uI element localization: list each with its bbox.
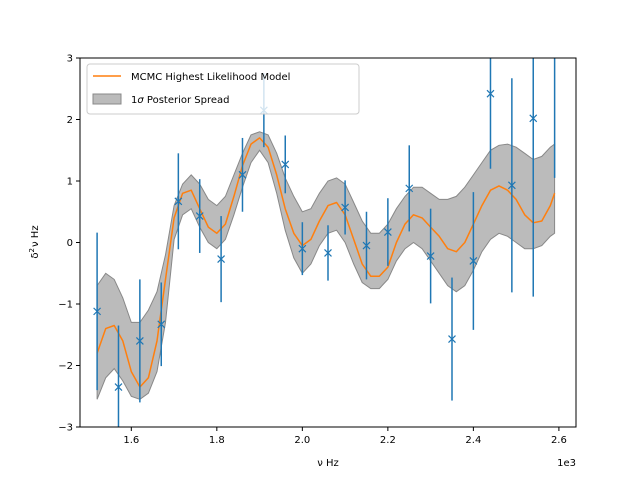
legend-band-label-rest: Posterior Spread — [144, 95, 230, 106]
point-marker — [324, 249, 332, 257]
y-tick-label: −2 — [58, 361, 73, 372]
legend-band-label-base: 1 — [131, 95, 137, 106]
x-tick-label: 2.2 — [380, 435, 396, 446]
y-tick-label: 0 — [67, 238, 73, 249]
y-axis-label: δ2ν Hz — [28, 225, 41, 258]
data-point — [324, 225, 332, 281]
point-marker — [405, 184, 414, 193]
data-point — [426, 208, 435, 304]
data-point — [93, 232, 102, 391]
y-axis-ticks: −3 −2 −1 0 1 2 3 — [58, 54, 80, 434]
point-marker — [529, 114, 538, 123]
data-point — [448, 277, 456, 401]
data-point — [238, 137, 247, 212]
x-axis-ticks: 1.6 1.8 2.0 2.2 2.4 2.6 — [123, 427, 567, 446]
x-tick-label: 2.0 — [294, 435, 310, 446]
point-marker — [135, 336, 144, 345]
x-tick-label: 2.4 — [465, 435, 481, 446]
data-point — [362, 211, 371, 280]
data-point — [405, 145, 414, 232]
data-point — [135, 279, 144, 403]
y-tick-label: 3 — [67, 54, 73, 65]
data-point — [174, 153, 183, 250]
point-marker — [93, 307, 102, 316]
point-marker — [174, 197, 183, 206]
data-point — [341, 180, 350, 235]
posterior-band-layer — [96, 131, 556, 400]
y-tick-label: −3 — [58, 423, 73, 434]
y-axis-label-rest: ν Hz — [30, 225, 41, 247]
data-point — [529, 58, 538, 297]
x-axis-label: ν Hz — [317, 458, 339, 469]
point-marker — [157, 320, 166, 329]
y-axis-label-sup: 2 — [28, 248, 36, 252]
point-marker — [195, 212, 204, 220]
point-marker — [217, 255, 226, 264]
point-marker — [114, 383, 123, 391]
data-point — [469, 192, 478, 330]
x-offset-label: 1e3 — [557, 458, 576, 469]
legend-model-label: MCMC Highest Likelihood Model — [131, 72, 290, 83]
data-point — [486, 58, 495, 169]
legend-band-label-symbol: σ — [137, 95, 144, 106]
data-point — [195, 179, 204, 253]
legend: MCMC Highest Likelihood Model 1σ Posteri… — [86, 63, 360, 115]
x-tick-label: 2.6 — [551, 435, 567, 446]
point-marker — [281, 160, 290, 169]
x-tick-label: 1.8 — [209, 435, 225, 446]
posterior-band — [96, 131, 556, 400]
point-marker — [507, 181, 516, 190]
data-point — [553, 58, 556, 178]
point-marker — [448, 335, 456, 343]
point-marker — [341, 203, 350, 212]
point-marker — [362, 241, 371, 250]
data-point — [157, 282, 166, 367]
data-point — [217, 216, 226, 303]
data-point — [298, 222, 307, 276]
point-marker — [383, 228, 392, 236]
data-point — [383, 198, 392, 266]
x-tick-label: 1.6 — [123, 435, 139, 446]
legend-frame — [86, 63, 360, 115]
point-marker — [298, 244, 307, 253]
data-point — [281, 135, 290, 194]
point-marker — [238, 170, 247, 179]
y-tick-label: −1 — [58, 300, 73, 311]
point-marker — [486, 89, 495, 98]
model-line-layer — [96, 137, 556, 388]
legend-band-label: 1σ Posterior Spread — [131, 95, 230, 106]
data-point — [507, 78, 516, 293]
legend-band-swatch — [92, 93, 122, 105]
model-line — [96, 137, 556, 388]
y-tick-label: 2 — [67, 115, 73, 126]
point-marker — [426, 252, 435, 260]
y-tick-label: 1 — [67, 177, 73, 188]
y-axis-label-base: δ — [30, 252, 41, 258]
point-marker — [469, 257, 478, 265]
data-point — [114, 325, 123, 427]
